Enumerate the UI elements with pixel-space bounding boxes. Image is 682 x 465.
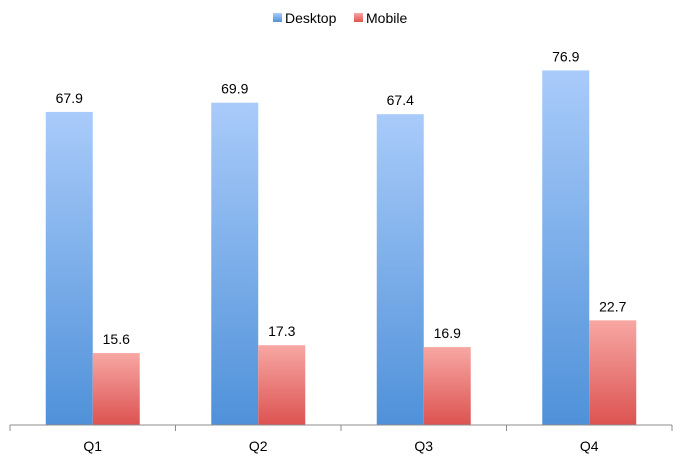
data-label-mobile-q1: 15.6: [103, 331, 130, 347]
data-label-desktop-q2: 69.9: [221, 81, 248, 97]
data-label-mobile-q4: 22.7: [599, 298, 626, 314]
x-tick-label-q3: Q3: [414, 438, 433, 454]
bar-desktop-q4: [542, 70, 590, 426]
chart-legend: Desktop Mobile: [273, 10, 407, 26]
x-tick-label-q2: Q2: [249, 438, 268, 454]
data-label-desktop-q1: 67.9: [56, 90, 83, 106]
bar-desktop-q1: [45, 111, 93, 426]
legend-label-desktop: Desktop: [285, 10, 337, 26]
data-label-desktop-q3: 67.4: [387, 92, 414, 108]
bars-group: [45, 70, 637, 426]
x-axis: Q1 Q2 Q3 Q4: [9, 424, 673, 454]
legend-swatch-mobile: [354, 13, 363, 22]
x-tick-label-q1: Q1: [83, 438, 102, 454]
bar-mobile-q4: [589, 320, 637, 425]
data-label-mobile-q3: 16.9: [434, 325, 461, 341]
bar-desktop-q2: [211, 102, 259, 425]
bar-desktop-q3: [376, 114, 424, 425]
data-labels-group: 67.9 15.6 69.9 17.3 67.4 16.9 76.9 22.7: [56, 48, 627, 347]
data-label-mobile-q2: 17.3: [268, 323, 295, 339]
legend-swatch-desktop: [273, 13, 282, 22]
data-label-desktop-q4: 76.9: [552, 48, 579, 64]
legend-label-mobile: Mobile: [366, 10, 407, 26]
bar-mobile-q3: [423, 347, 471, 425]
x-tick-label-q4: Q4: [580, 438, 599, 454]
bar-mobile-q1: [92, 353, 140, 425]
bar-mobile-q2: [258, 345, 306, 425]
